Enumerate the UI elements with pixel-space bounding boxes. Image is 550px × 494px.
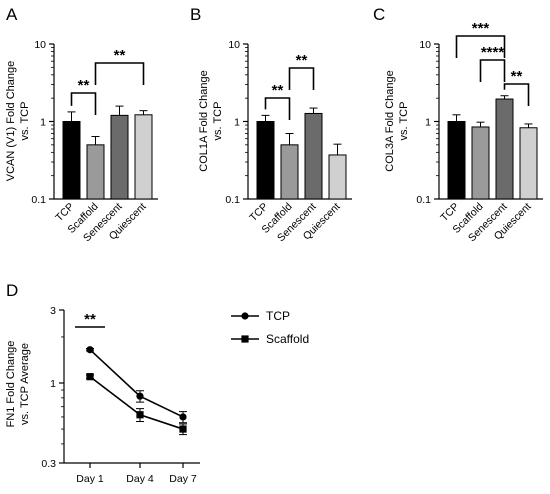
y-tick-label: 0.3 (41, 458, 56, 470)
y-tick-label: 1 (425, 117, 431, 129)
bar (447, 121, 466, 200)
significance-label: ** (114, 47, 126, 64)
bar (495, 98, 514, 200)
bar (280, 144, 299, 200)
panel-b-ylabel-line1: COL1A Fold Change (198, 70, 210, 172)
bar (304, 112, 323, 200)
significance-bracket (503, 83, 530, 106)
significance-label: ** (511, 68, 523, 85)
significance-bracket (288, 67, 315, 90)
y-tick-label: 3 (50, 305, 56, 317)
panel-d-ylabel-line1: FN1 Fold Change (5, 341, 17, 428)
significance-label: **** (481, 44, 505, 61)
panel-b: B COL1A Fold Change vs. TCP 0.1110TCPSca… (190, 5, 352, 244)
panel-b-ylabel-line2: vs. TCP (212, 102, 224, 141)
legend-label-scaffold: Scaffold (266, 332, 309, 346)
panel-d: D FN1 Fold Change vs. TCP Average 0.3 1 3 D… (5, 281, 309, 485)
point-tcp (86, 346, 94, 354)
point-scaffold (179, 425, 187, 433)
significance-bracket (94, 62, 145, 85)
legend-label-tcp: TCP (266, 309, 290, 323)
significance-bracket (70, 92, 97, 115)
panel-c-ylabel-line2: vs. TCP (398, 102, 410, 141)
significance-label: ** (78, 77, 90, 94)
x-tick-label: Day 1 (76, 473, 104, 485)
y-tick-label: 1 (234, 117, 240, 129)
panel-a-ylabel-line2: vs. TCP (19, 102, 31, 141)
y-tick-label: 0.1 (31, 194, 46, 206)
point-tcp (136, 392, 144, 400)
y-tick-label: 10 (419, 39, 431, 51)
legend-marker-scaffold (241, 335, 249, 343)
significance-label: *** (472, 20, 490, 37)
panel-a-letter: A (6, 5, 18, 24)
x-tick-label: Day 7 (169, 473, 197, 485)
y-tick-label: 10 (34, 39, 46, 51)
y-tick-label: 1 (40, 117, 46, 129)
bar (519, 127, 538, 200)
point-scaffold (136, 411, 144, 419)
panel-d-plot: 0.3 1 3 Day 1 Day 4 Day 7 ** (41, 305, 200, 485)
panel-d-legend: TCP Scaffold (231, 309, 309, 346)
panel-c-plot: 0.1110TCPScaffoldSenescentQuiescent*****… (416, 20, 543, 244)
significance-bracket (479, 59, 506, 82)
point-tcp (179, 413, 187, 421)
legend-marker-tcp (241, 312, 249, 320)
bar (256, 121, 275, 200)
panel-c-ylabel-line1: COL3A Fold Change (384, 70, 396, 172)
significance-bracket (264, 97, 291, 120)
bar (134, 114, 153, 200)
panel-c: C COL3A Fold Change vs. TCP 0.1110TCPSca… (373, 5, 543, 244)
y-tick-label: 0.1 (225, 194, 240, 206)
bar (86, 144, 105, 200)
bar (328, 154, 347, 200)
y-tick-label: 10 (228, 39, 240, 51)
significance-label: ** (296, 52, 308, 69)
significance-label: ** (84, 311, 96, 328)
y-tick-label: 1 (50, 378, 56, 390)
x-tick-label: Day 4 (126, 473, 154, 485)
panel-a-ylabel-line1: VCAN (V1) Fold Change (5, 61, 17, 181)
point-scaffold (86, 373, 94, 381)
significance-bracket (455, 35, 506, 58)
panel-d-ylabel-line2: vs. TCP Average (19, 343, 31, 425)
y-tick-label: 0.1 (416, 194, 431, 206)
bar (62, 121, 81, 200)
significance-label: ** (272, 82, 284, 99)
bar (471, 126, 490, 200)
bar (110, 114, 129, 200)
series-line-tcp (89, 349, 184, 418)
panel-d-letter: D (6, 281, 18, 300)
panel-b-letter: B (190, 5, 201, 24)
panel-a: A VCAN (V1) Fold Change vs. TCP 0.1110TC… (5, 5, 158, 244)
panel-c-letter: C (373, 5, 385, 24)
